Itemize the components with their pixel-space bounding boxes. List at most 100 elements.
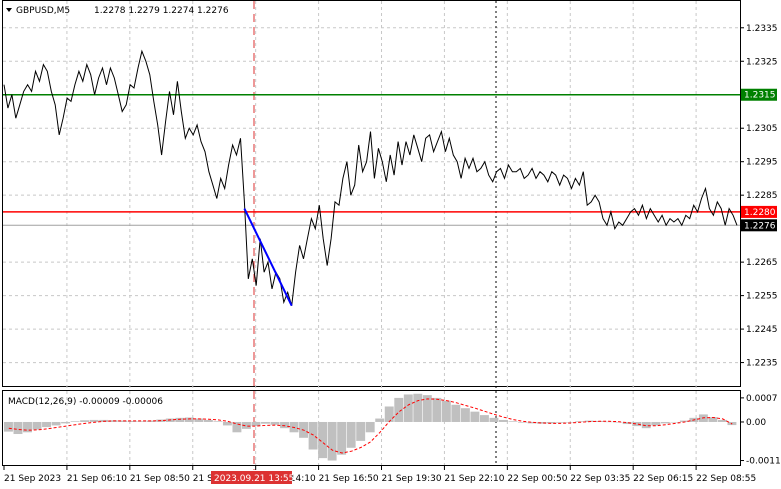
resistance-level-label: 1.2315 [744, 91, 776, 101]
macd-histogram-bar [327, 421, 337, 461]
dropdown-triangle-icon[interactable] [6, 8, 12, 12]
x-tick-label: 22 Sep 00:50 [507, 474, 567, 484]
grid [3, 1, 740, 470]
macd-histogram-bar [432, 397, 442, 422]
macd-y-tick-label: 0.0007 [746, 394, 778, 404]
macd-histogram-bar [80, 420, 90, 422]
macd-histogram-bar [280, 421, 289, 429]
macd-histogram-bar [251, 421, 261, 427]
macd-histogram-bar [13, 421, 23, 435]
macd-histogram-bar [613, 421, 623, 423]
macd-signal-line [8, 398, 733, 454]
resistance-level-tag [741, 88, 777, 101]
y-tick-label: 1.2265 [746, 258, 778, 268]
macd-histogram-bar [118, 420, 128, 422]
macd-histogram-bar [575, 421, 585, 422]
macd-histogram-bar [232, 421, 242, 433]
macd-histogram-bar [460, 408, 470, 422]
macd-histogram-bar [89, 419, 99, 422]
macd-histogram-bar [622, 421, 632, 425]
x-tick-label: 21 Sep 2023 [4, 474, 61, 484]
x-tick-label: 22 Sep 06:15 [633, 474, 693, 484]
macd-histogram-bar [42, 421, 51, 428]
macd-histogram-bar [318, 421, 328, 459]
macd-histogram-bar [489, 417, 499, 422]
x-tick-label: 21 Sep 22:10 [444, 474, 504, 484]
macd-histogram-bar [4, 421, 13, 432]
macd-histogram-bar [556, 421, 566, 423]
macd-histogram-bar [479, 415, 489, 422]
macd-histogram-bar [394, 397, 404, 422]
x-tick-label: 21 Sep 16:50 [319, 474, 379, 484]
macd-histogram-bar [175, 417, 185, 422]
macd-histogram-bar [365, 421, 375, 433]
macd-histogram-bar [518, 421, 527, 423]
support-level-tag [741, 205, 777, 218]
current_price-level-tag [741, 219, 777, 232]
macd-histogram-bar [603, 421, 613, 423]
y-tick-label: 1.2285 [746, 191, 778, 201]
macd-histogram-bar [222, 421, 232, 426]
y-tick-label: 1.2255 [746, 292, 778, 302]
macd-histogram-bar [51, 421, 61, 426]
levels: 1.2315 1.2280 1.2276 [3, 88, 777, 232]
current_price-level-label: 1.2276 [744, 221, 776, 231]
trend-segment-line [243, 208, 293, 307]
macd-histogram-bar [70, 421, 80, 422]
y-tick-label: 1.2235 [746, 359, 778, 369]
x-tick-label: 22 Sep 03:35 [570, 474, 630, 484]
macd-histogram-bar [261, 421, 270, 424]
macd-title: MACD(12,26,9) -0.00009 -0.00006 [8, 397, 163, 407]
macd-histogram-bar [632, 421, 642, 427]
macd-histogram-bar [213, 421, 223, 422]
macd-histogram-bar [270, 421, 280, 425]
macd-y-tick-label: -0.00112 [746, 457, 781, 467]
macd-histogram-bar [403, 394, 413, 422]
macd-histogram-bar [32, 421, 42, 430]
y-tick-label: 1.2245 [746, 325, 778, 335]
macd-pane-frame [2, 390, 741, 466]
y-tick-label: 1.2305 [746, 124, 778, 134]
support-level-label: 1.2280 [744, 208, 776, 218]
macd-histogram-bar [537, 421, 547, 424]
cursor-time-label: 2023.09.21 13:55 [214, 474, 294, 484]
macd-indicator: 0.0007 0.00 -0.00112 [4, 393, 781, 467]
price-line [3, 49, 738, 306]
macd-histogram-bar [184, 417, 194, 422]
main-pane-frame [2, 0, 741, 387]
x-tick-label: 21 Sep 19:30 [382, 474, 442, 484]
macd-histogram-bar [717, 419, 727, 422]
y-tick-label: 1.2295 [746, 158, 778, 168]
cursor-time-label-bg [211, 471, 292, 484]
macd-histogram-bar [375, 418, 385, 422]
macd-histogram-bar [422, 395, 432, 422]
macd-histogram-bar [203, 419, 213, 422]
macd-histogram-bar [23, 421, 32, 433]
macd-histogram-bar [241, 421, 251, 429]
macd-histogram-bar [61, 421, 71, 424]
macd-histogram-bar [546, 421, 556, 424]
x-tick-label: 22 Sep 08:55 [696, 474, 756, 484]
macd-histogram-bar [679, 420, 689, 422]
macd-histogram-bar [451, 404, 461, 422]
macd-y-tick-label: 0.00 [746, 418, 766, 428]
macd-histogram-bar [708, 417, 718, 422]
price-series [3, 49, 738, 307]
macd-histogram-bar [508, 421, 518, 422]
macd-histogram-bar [308, 421, 318, 450]
macd-histogram-bar [660, 421, 670, 424]
macd-histogram-bar [337, 421, 347, 455]
macd-histogram-bar [441, 400, 451, 422]
macd-histogram-bar [670, 421, 680, 423]
symbol-timeframe: GBPUSD,M5 [16, 6, 70, 16]
macd-histogram-bar [137, 421, 147, 422]
macd-histogram-bar [499, 419, 508, 422]
y-tick-label: 1.2335 [746, 24, 778, 34]
macd-histogram-bar [146, 420, 156, 422]
macd-histogram-bar [413, 393, 423, 422]
y-tick-label: 1.2325 [746, 57, 778, 67]
x-tick-label: 21 Sep 06:10 [67, 474, 127, 484]
macd-histogram-bar [641, 421, 651, 429]
